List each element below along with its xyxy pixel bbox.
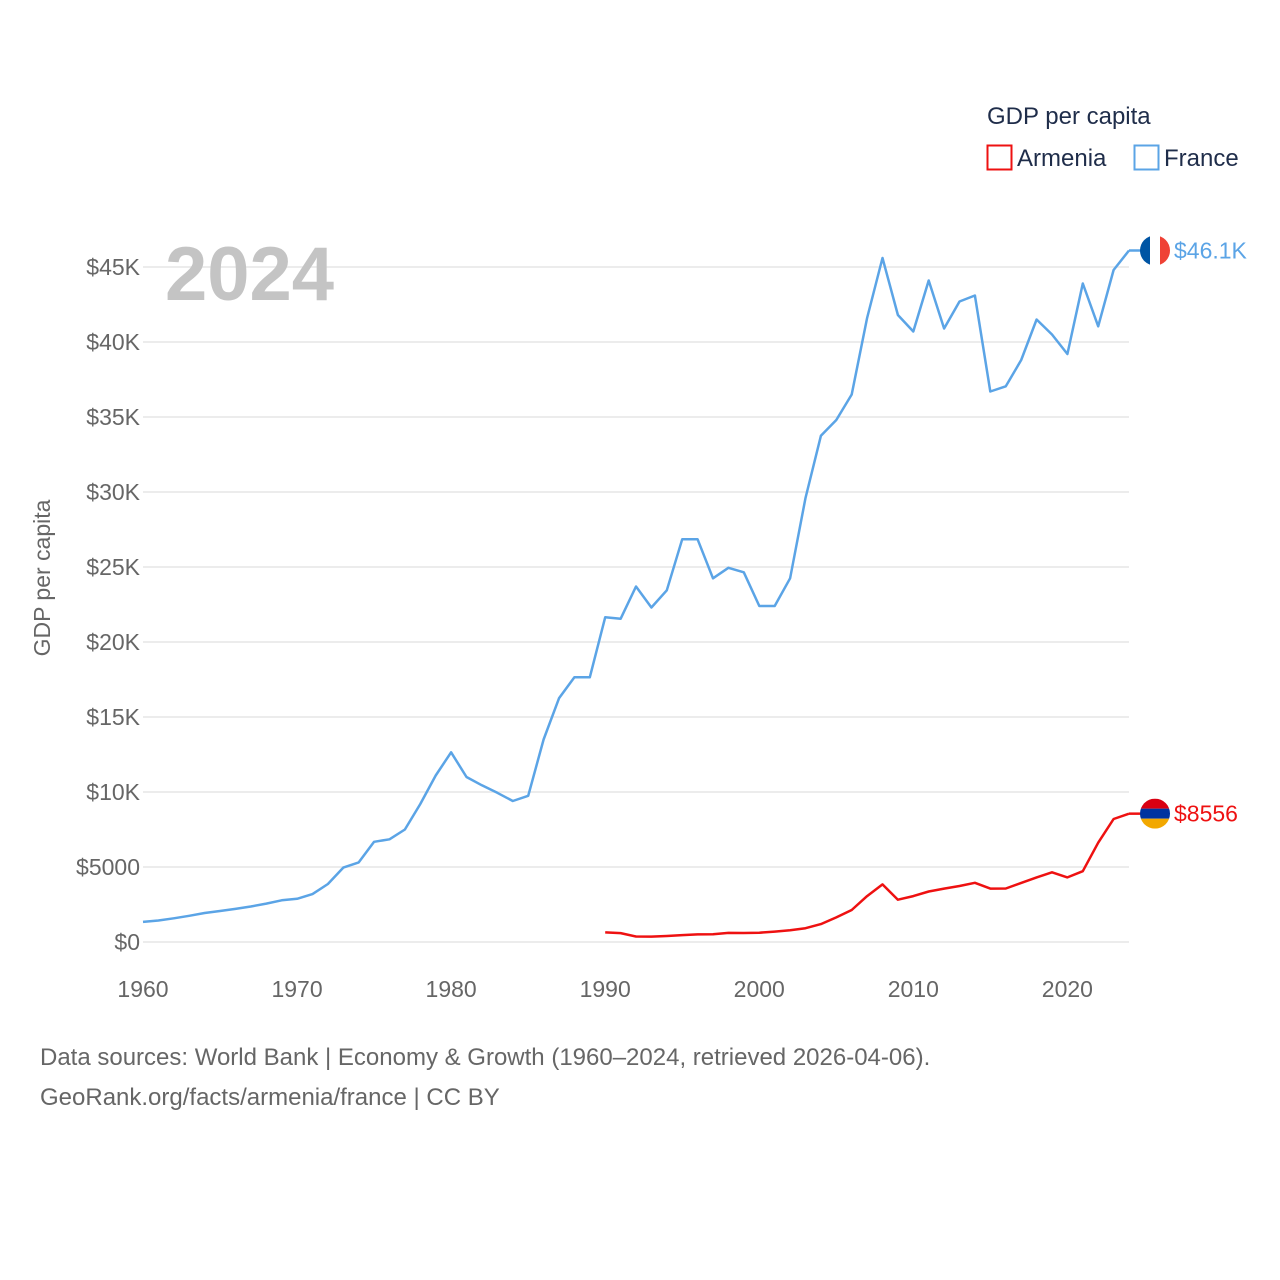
legend-swatch-france[interactable] xyxy=(1133,144,1160,171)
y-tick-label: $45K xyxy=(86,254,140,280)
data-source-note: Data sources: World Bank | Economy & Gro… xyxy=(40,1044,931,1071)
y-tick-label: $40K xyxy=(86,329,140,355)
x-tick-label: 2010 xyxy=(888,976,939,1002)
license-note[interactable]: GeoRank.org/facts/armenia/france | CC BY xyxy=(40,1084,500,1111)
y-axis-ticks: $0 $5000 $10K $15K $20K $25K $30K $35K $40K $45K xyxy=(76,254,141,955)
series-lines xyxy=(142,249,1130,938)
legend: GDP per capita Armenia France xyxy=(986,103,1239,172)
france-flag-icon xyxy=(1140,235,1170,266)
x-axis-ticks: 1960 1970 1980 1990 2000 2010 2020 xyxy=(117,976,1093,1002)
end-value-label-france: $46.1K xyxy=(1174,238,1248,264)
y-tick-label: $15K xyxy=(86,704,140,730)
y-tick-label: $35K xyxy=(86,404,140,430)
armenia-flag-icon xyxy=(1140,798,1170,829)
y-tick-label: $20K xyxy=(86,629,140,655)
series-line-armenia[interactable] xyxy=(605,812,1130,938)
legend-label-france[interactable]: France xyxy=(1164,145,1239,172)
legend-label-armenia[interactable]: Armenia xyxy=(1017,145,1107,172)
y-tick-label: $5000 xyxy=(76,854,140,880)
x-tick-label: 1960 xyxy=(117,976,168,1002)
x-tick-label: 2020 xyxy=(1042,976,1093,1002)
end-labels: $46.1K $8556 xyxy=(1129,235,1248,829)
x-tick-label: 1980 xyxy=(426,976,477,1002)
legend-title: GDP per capita xyxy=(987,103,1151,130)
y-axis-label: GDP per capita xyxy=(29,499,55,656)
legend-swatch-armenia[interactable] xyxy=(986,144,1013,171)
y-tick-label: $0 xyxy=(114,929,140,955)
gridlines xyxy=(143,266,1129,943)
year-label: 2024 xyxy=(165,232,334,317)
x-tick-label: 1990 xyxy=(580,976,631,1002)
y-tick-label: $30K xyxy=(86,479,140,505)
y-tick-label: $25K xyxy=(86,554,140,580)
end-value-label-armenia: $8556 xyxy=(1174,801,1238,827)
x-tick-label: 1970 xyxy=(271,976,322,1002)
y-tick-label: $10K xyxy=(86,779,140,805)
x-tick-label: 2000 xyxy=(734,976,785,1002)
series-line-france[interactable] xyxy=(142,249,1130,924)
